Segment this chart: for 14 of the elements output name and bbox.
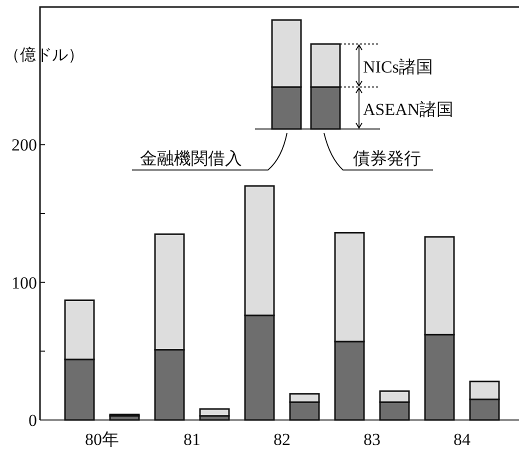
legend-label: NICs諸国 (363, 58, 433, 76)
legend-label: ASEAN諸国 (363, 100, 454, 119)
annotation: 債券発行 (353, 149, 421, 168)
y-tick-label: 200 (12, 136, 37, 155)
y-tick-label: 0 (28, 411, 37, 430)
x-tick-label: 81 (184, 430, 200, 449)
bar (199, 408, 230, 417)
x-tick-label: 80年 (85, 430, 119, 449)
x-tick-label: 83 (364, 430, 380, 449)
x-tick-label: 84 (454, 430, 471, 449)
x-tick-label: 82 (274, 430, 290, 449)
y-axis-title: （億ドル） (4, 46, 84, 64)
y-tick-label: 100 (12, 273, 37, 292)
annotation: 金融機関借入 (140, 149, 242, 168)
